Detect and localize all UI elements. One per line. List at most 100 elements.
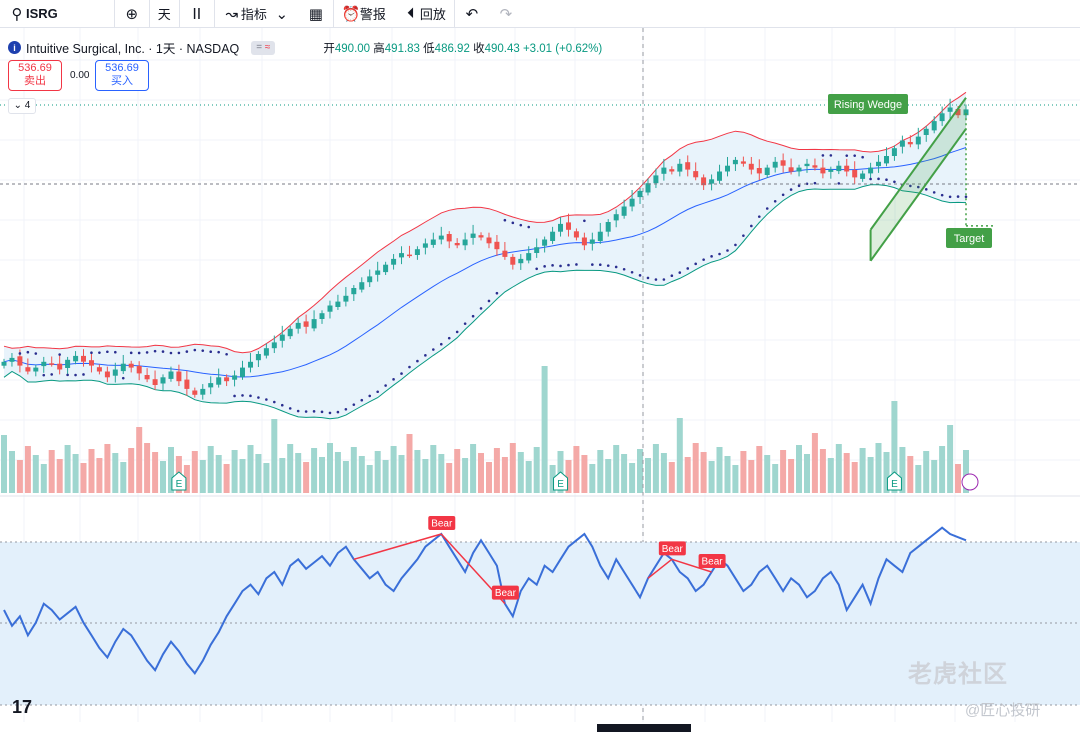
bear-divergence-3-line	[647, 558, 673, 579]
interval-button[interactable]: 天	[150, 0, 180, 27]
sar-dot	[821, 154, 825, 157]
candle-body	[518, 258, 524, 264]
volume-bar	[366, 465, 373, 493]
bear-divergence-2-bg	[491, 585, 519, 600]
candle-body	[732, 159, 738, 165]
candle-body	[279, 334, 285, 341]
volume-bar	[541, 366, 548, 493]
sar-dot	[66, 373, 69, 377]
volume-bar	[104, 444, 111, 493]
candle-body	[852, 170, 858, 178]
company-logo-icon: i	[8, 41, 21, 54]
sell-button[interactable]: 536.69 卖出	[8, 60, 62, 91]
volume-bar	[668, 462, 675, 493]
bear-divergence-3-label: Bear	[662, 544, 684, 555]
target-label: Target	[954, 233, 985, 245]
candle-body	[963, 109, 969, 116]
chart-type-button[interactable]: ⅠⅠ	[180, 0, 215, 27]
volume-bar	[629, 463, 636, 493]
volume-bar	[406, 434, 413, 493]
sar-dot	[591, 263, 594, 266]
sar-dot	[217, 350, 220, 354]
candle-body	[9, 357, 15, 362]
candle-body	[454, 243, 460, 246]
sar-dot	[916, 185, 920, 189]
volume-bar	[796, 445, 802, 493]
candle-body	[327, 305, 333, 312]
series-title[interactable]: Intuitive Surgical, Inc. · 1天 · NASDAQ	[26, 42, 240, 56]
candle-body	[120, 363, 126, 372]
indicators-collapse-button[interactable]: ⌄ 4	[8, 98, 36, 114]
bollinger-basis-line	[3, 147, 967, 378]
bear-divergence-4-bg	[698, 554, 726, 568]
candle-body	[255, 354, 261, 361]
sar-dot	[535, 267, 538, 271]
volume-bar	[652, 444, 659, 493]
sar-dot	[82, 373, 85, 376]
buy-button[interactable]: 536.69 买入	[95, 60, 149, 91]
indicators-button[interactable]: ↝ 指标 ⌄	[215, 0, 299, 27]
sar-dot	[765, 207, 769, 210]
volume-bar	[660, 453, 667, 493]
sar-dot	[257, 396, 260, 399]
sar-dot	[360, 398, 364, 402]
volume-bar	[152, 452, 159, 493]
candle-body	[144, 375, 150, 380]
candle-body	[558, 223, 563, 232]
volume-bar	[955, 464, 961, 493]
undo-button[interactable]: ↶	[455, 0, 489, 27]
sar-dot	[789, 188, 793, 191]
sar-dot	[853, 154, 856, 157]
volume-bar	[915, 465, 922, 493]
candle-body	[462, 239, 468, 246]
interval-label: 天	[157, 7, 171, 22]
volume-bar	[160, 461, 166, 493]
templates-button[interactable]: ▦	[299, 0, 334, 27]
volume-bar	[939, 446, 946, 493]
candle-body	[414, 249, 420, 255]
symbol-search[interactable]: ⚲ ISRG	[0, 0, 115, 27]
volume-bar	[88, 449, 95, 493]
candle-body	[430, 239, 436, 245]
candle-body	[1, 361, 7, 366]
sar-dot	[439, 342, 443, 346]
compare-button[interactable]: ⊕	[115, 0, 150, 27]
redo-button[interactable]: ↷	[489, 0, 523, 27]
sar-dot	[742, 234, 745, 237]
replay-button[interactable]: ⏴ 回放	[394, 0, 455, 27]
sar-dot	[129, 351, 133, 355]
sar-dot	[662, 278, 666, 281]
candle-body	[351, 288, 357, 295]
sar-dot	[686, 267, 690, 270]
equivalent-badge[interactable]: = ≈	[251, 40, 276, 55]
volume-bar	[223, 464, 230, 493]
volume-bar	[907, 456, 914, 493]
candle-body	[494, 241, 500, 250]
candle-body	[836, 165, 842, 172]
volume-bar	[80, 463, 87, 493]
sell-price: 536.69	[18, 62, 52, 74]
volume-bar	[772, 464, 779, 493]
volume-bar	[732, 465, 739, 493]
sar-dot	[201, 349, 205, 352]
sar-dot	[551, 264, 554, 267]
top-toolbar: ⚲ ISRG ⊕ 天 ⅠⅠ ↝ 指标 ⌄ ▦ ⏰ 警报 ⏴ 回放 ↶ ↷	[0, 0, 1080, 28]
candle-body	[248, 361, 253, 368]
add-circle-icon: ⊕	[125, 5, 139, 23]
chevron-down-icon[interactable]: ⌄	[275, 5, 289, 23]
sar-dot	[416, 359, 419, 363]
volume-bar	[931, 460, 938, 493]
candle-body	[709, 179, 715, 184]
watermark-brand: 老虎社区	[908, 661, 1008, 688]
sar-dot	[670, 274, 674, 278]
volume-bar	[843, 453, 850, 493]
candle-body	[915, 136, 921, 145]
volume-bar	[120, 462, 127, 493]
volume-bar	[478, 453, 484, 493]
sar-dot	[606, 264, 610, 267]
candle-body	[780, 160, 786, 166]
candle-body	[446, 234, 452, 242]
alerts-button[interactable]: ⏰ 警报	[334, 0, 394, 27]
time-scale-handle[interactable]	[597, 724, 691, 732]
